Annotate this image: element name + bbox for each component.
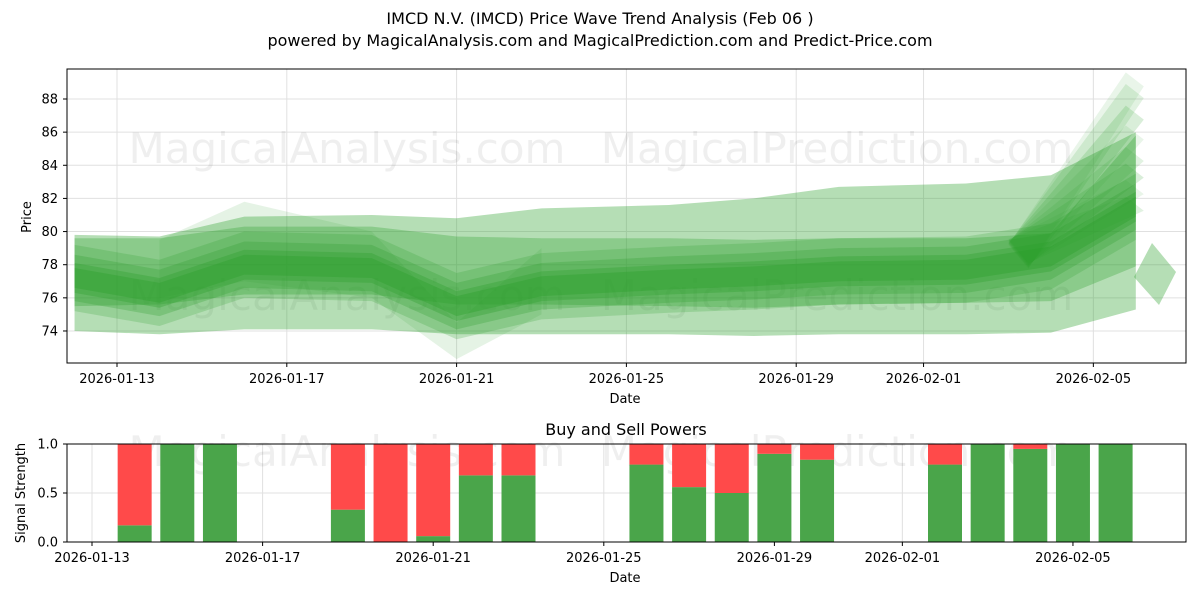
buy-bar	[458, 475, 493, 542]
buy-bar	[970, 444, 1005, 542]
sell-bar	[117, 444, 152, 526]
price-x-tick-label: 2026-01-13	[79, 372, 155, 387]
price-x-tick-label: 2026-01-25	[589, 372, 665, 387]
watermark-prediction-top: MagicalPrediction.com	[601, 124, 1074, 173]
sell-bar	[330, 444, 365, 510]
buy-bar	[501, 475, 536, 542]
buy-bar	[1055, 444, 1090, 542]
forecast-band-cap	[1134, 243, 1176, 305]
price-axes: 74 76 78 80 82 84 86 88 2026-01-13 2026-01-17 2026…	[41, 93, 1131, 388]
signal-y-tick-label: 0.5	[37, 487, 58, 502]
sell-bar	[416, 444, 451, 537]
buy-bar	[800, 459, 835, 542]
inner-wave-band	[74, 196, 1136, 317]
price-x-axis-label: Date	[609, 392, 640, 407]
forecast-fan-band	[1008, 146, 1144, 266]
buy-bar	[202, 444, 237, 542]
price-y-tick-label: 88	[41, 93, 58, 108]
watermark-analysis-mid: MagicalAnalysis.com	[129, 271, 566, 320]
buy-bar	[1098, 444, 1133, 542]
buy-sell-title: Buy and Sell Powers	[545, 420, 707, 439]
sell-bar	[458, 444, 493, 476]
buy-bar	[629, 464, 664, 542]
forecast-fan-band	[1008, 163, 1144, 265]
buy-sell-bars	[117, 444, 1133, 542]
price-y-tick-label: 80	[41, 225, 58, 240]
inner-wave-band	[74, 183, 1136, 330]
buy-bar	[117, 525, 152, 542]
price-y-tick-label: 76	[41, 291, 58, 306]
forecast-fan-band	[1008, 196, 1144, 263]
sell-bar	[629, 444, 664, 465]
price-y-tick-label: 78	[41, 258, 58, 273]
inner-wave-band	[74, 191, 1136, 322]
price-y-tick-label: 84	[41, 159, 58, 174]
signal-x-tick-label: 2026-02-01	[865, 551, 941, 566]
middle-price-band	[74, 135, 1136, 308]
price-grid	[67, 69, 1186, 363]
buy-bar	[416, 536, 451, 542]
price-y-axis-label: Price	[20, 201, 35, 233]
signal-y-tick-label: 0.0	[37, 536, 58, 551]
price-y-tick-label: 82	[41, 192, 58, 207]
buy-bar	[1013, 448, 1048, 542]
sell-bar	[672, 444, 707, 488]
watermark-analysis-top: MagicalAnalysis.com	[129, 124, 566, 173]
signal-x-tick-label: 2026-01-17	[225, 551, 301, 566]
price-watermarks: MagicalAnalysis.com MagicalPrediction.co…	[129, 124, 1074, 320]
buy-bar	[672, 487, 707, 542]
signal-x-tick-label: 2026-01-29	[737, 551, 813, 566]
sell-bar	[501, 444, 536, 476]
forecast-fan-band	[1008, 125, 1144, 267]
chart-subtitle: powered by MagicalAnalysis.com and Magic…	[267, 31, 933, 50]
signal-x-axis-label: Date	[609, 571, 640, 586]
forecast-fan-band	[1008, 105, 1144, 268]
forecast-fan-band	[1008, 72, 1144, 269]
signal-x-tick-label: 2026-01-13	[54, 551, 130, 566]
forecast-fan-band	[1008, 84, 1144, 268]
signal-x-tick-label: 2026-01-25	[566, 551, 642, 566]
buy-bar	[160, 444, 195, 542]
price-y-tick-label: 74	[41, 324, 58, 339]
overshoot-wave	[159, 201, 542, 360]
sell-bar	[373, 444, 408, 542]
price-x-tick-label: 2026-01-29	[758, 372, 834, 387]
signal-y-tick-label: 1.0	[37, 438, 58, 453]
price-x-tick-label: 2026-02-05	[1056, 372, 1132, 387]
sell-bar	[928, 444, 962, 465]
price-wave-bands	[74, 72, 1176, 360]
sell-bar	[1013, 444, 1048, 449]
price-x-tick-label: 2026-01-21	[419, 372, 495, 387]
buy-bar	[928, 464, 962, 542]
signal-axes: 0.0 0.5 1.0 2026-01-13 2026-01-17 2026-01-21 2…	[37, 438, 1110, 567]
sell-bar	[757, 444, 792, 454]
signal-y-axis-label: Signal Strength	[14, 443, 29, 543]
sell-bar	[714, 444, 749, 493]
buy-bar	[714, 493, 749, 542]
sell-bar	[800, 444, 835, 460]
price-x-tick-label: 2026-01-17	[249, 372, 325, 387]
outer-price-band	[74, 132, 1136, 336]
price-x-tick-label: 2026-02-01	[886, 372, 962, 387]
watermark-prediction-mid: MagicalPrediction.com	[601, 271, 1074, 320]
buy-bar	[757, 453, 792, 542]
signal-x-tick-label: 2026-01-21	[395, 551, 471, 566]
price-y-tick-label: 86	[41, 126, 58, 141]
inner-wave-band	[74, 173, 1136, 340]
signal-x-tick-label: 2026-02-05	[1035, 551, 1111, 566]
chart-title: IMCD N.V. (IMCD) Price Wave Trend Analys…	[386, 9, 814, 28]
buy-bar	[330, 509, 365, 542]
forecast-fan-band	[1008, 180, 1144, 264]
